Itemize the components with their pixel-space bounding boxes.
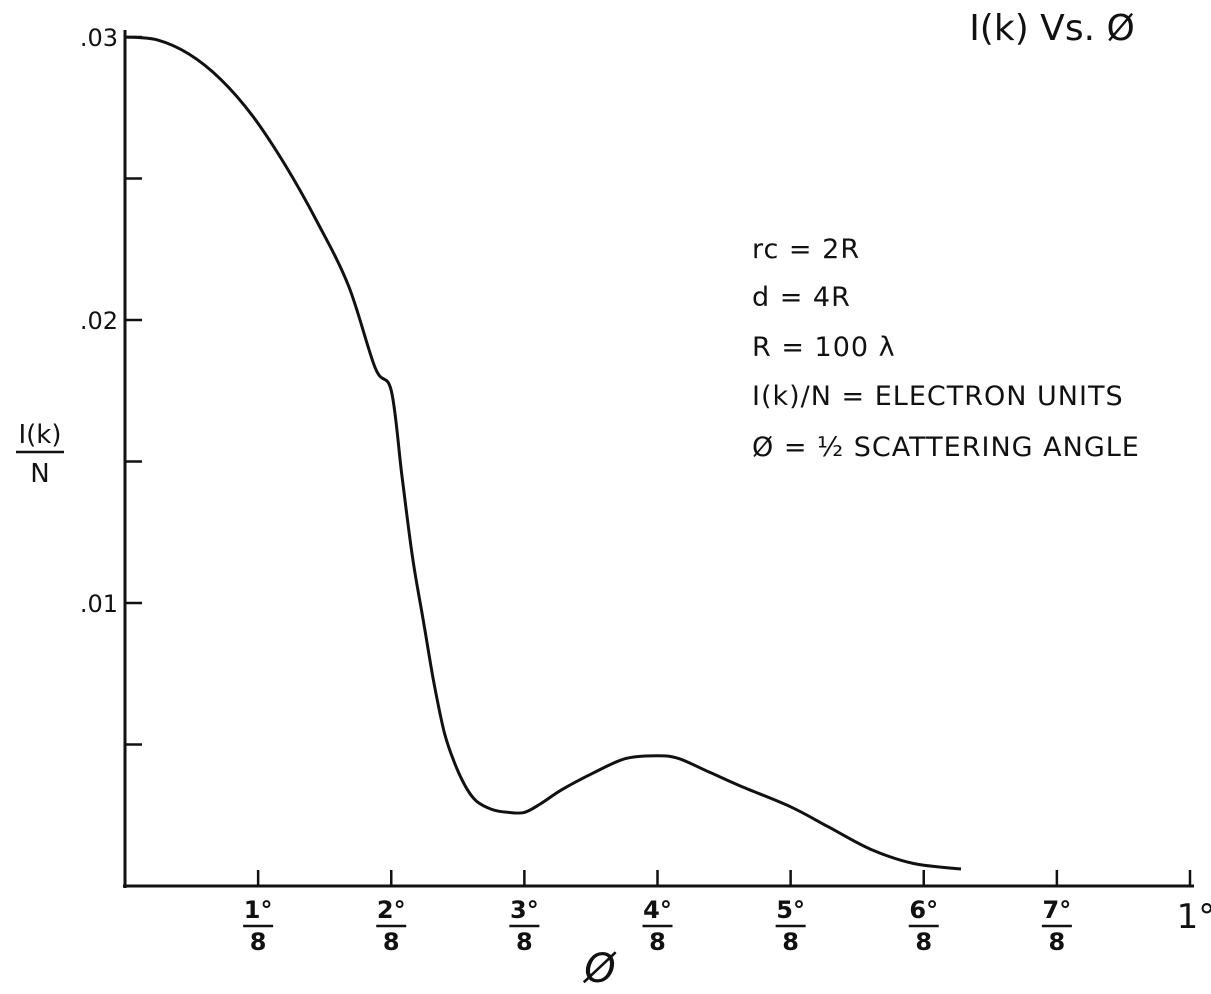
- chart-title: I(k) Vs. Ø: [969, 8, 1135, 49]
- x-tick-label-denominator-3: 8: [649, 928, 666, 956]
- y-tick-label-1: .01: [80, 590, 118, 618]
- x-tick-label-numerator-0: 1°: [244, 896, 273, 924]
- x-tick-label-numerator-3: 4°: [643, 896, 672, 924]
- annotation-r: R = 100 λ: [752, 332, 896, 363]
- x-tick-label-denominator-4: 8: [782, 928, 799, 956]
- x-tick-label-denominator-1: 8: [383, 928, 400, 956]
- x-tick-label-7: 1°: [1177, 897, 1211, 937]
- y-axis-label-denominator: N: [30, 459, 49, 489]
- x-tick-label-numerator-1: 2°: [377, 896, 406, 924]
- x-tick-label-numerator-5: 6°: [909, 896, 938, 924]
- x-ticks: 1° 8 2° 8 3° 8 4° 8 5° 8 6° 8 7° 8 1°: [243, 870, 1211, 956]
- y-tick-label-5: .03: [80, 24, 118, 52]
- y-ticks: .01 .02 .03: [80, 24, 142, 746]
- y-tick-label-3: .02: [80, 307, 118, 335]
- annotation-units: I(k)/N = ELECTRON UNITS: [752, 381, 1124, 412]
- annotation-angle: Ø = ½ SCATTERING ANGLE: [752, 432, 1140, 463]
- parameter-annotations: rc = 2R d = 4R R = 100 λ I(k)/N = ELECTR…: [752, 234, 1140, 463]
- x-tick-label-denominator-5: 8: [915, 928, 932, 956]
- y-axis-label-numerator: I(k): [18, 420, 61, 450]
- x-tick-label-numerator-2: 3°: [510, 896, 539, 924]
- annotation-d: d = 4R: [752, 282, 851, 313]
- x-tick-label-numerator-4: 5°: [776, 896, 805, 924]
- x-axis-label: Ø: [582, 946, 617, 992]
- x-tick-label-denominator-6: 8: [1049, 928, 1066, 956]
- x-tick-label-denominator-0: 8: [250, 928, 267, 956]
- y-axis-label: I(k) N: [16, 420, 64, 489]
- intensity-curve: [124, 35, 962, 871]
- x-tick-label-denominator-2: 8: [516, 928, 533, 956]
- annotation-rc: rc = 2R: [752, 234, 860, 265]
- x-tick-label-numerator-6: 7°: [1043, 896, 1072, 924]
